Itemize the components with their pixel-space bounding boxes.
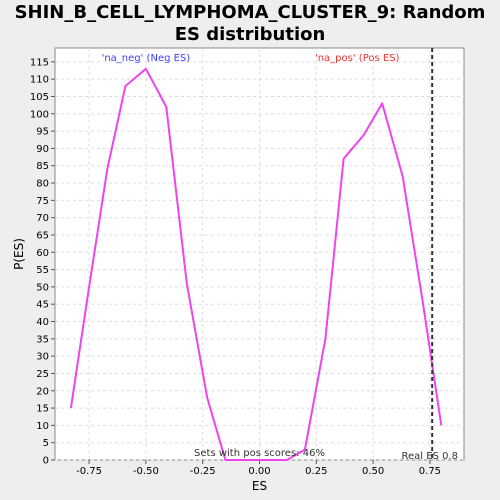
y-axis-title: P(ES) (12, 238, 26, 270)
y-tick-label: 105 (30, 92, 49, 103)
y-tick-label: 80 (36, 179, 49, 190)
y-tick-label: 10 (36, 421, 49, 432)
series-line (69, 67, 443, 461)
y-tick-label: 30 (36, 352, 49, 363)
y-tick-label: 100 (30, 109, 49, 120)
y-tick-label: 75 (36, 196, 49, 207)
y-tick-label: 35 (36, 334, 49, 345)
x-tick-label: -0.50 (133, 466, 159, 477)
y-tick-label: 65 (36, 230, 49, 241)
y-tick-label: 0 (43, 456, 49, 467)
x-tick-label: 0.50 (362, 466, 384, 477)
x-tick-label: -0.75 (76, 466, 102, 477)
real-es-label: Real ES 0.8 (402, 451, 458, 462)
y-tick-label: 25 (36, 369, 49, 380)
y-tick-label: 110 (30, 75, 49, 86)
y-tick-label: 40 (36, 317, 49, 328)
x-axis-title: ES (252, 479, 267, 493)
pos-es-label: 'na_pos' (Pos ES) (315, 53, 400, 64)
x-tick-label: 0.00 (248, 466, 270, 477)
chart-title: SHIN_B_CELL_LYMPHOMA_CLUSTER_9: Random E… (14, 2, 486, 45)
y-tick-label: 20 (36, 386, 49, 397)
neg-es-label: 'na_neg' (Neg ES) (102, 53, 191, 64)
x-tick-label: 0.75 (419, 466, 441, 477)
axes: 0 5 10 15 20 25 30 35 40 45 50 55 60 65 70 75 80 85 90 95 10… (30, 57, 441, 477)
y-tick-label: 115 (30, 57, 49, 68)
pos-scores-text: Sets with pos scores: 46% (194, 448, 325, 459)
y-tick-label: 55 (36, 265, 49, 276)
y-tick-label: 15 (36, 404, 49, 415)
y-tick-label: 70 (36, 213, 49, 224)
y-tick-label: 60 (36, 248, 49, 259)
y-tick-label: 50 (36, 282, 49, 293)
series-layer (69, 67, 443, 461)
y-tick-label: 45 (36, 300, 49, 311)
y-tick-label: 5 (43, 438, 49, 449)
y-tick-label: 85 (36, 161, 49, 172)
x-tick-label: -0.25 (190, 466, 216, 477)
x-tick-label: 0.25 (305, 466, 327, 477)
y-tick-label: 90 (36, 144, 49, 155)
y-tick-label: 95 (36, 127, 49, 138)
